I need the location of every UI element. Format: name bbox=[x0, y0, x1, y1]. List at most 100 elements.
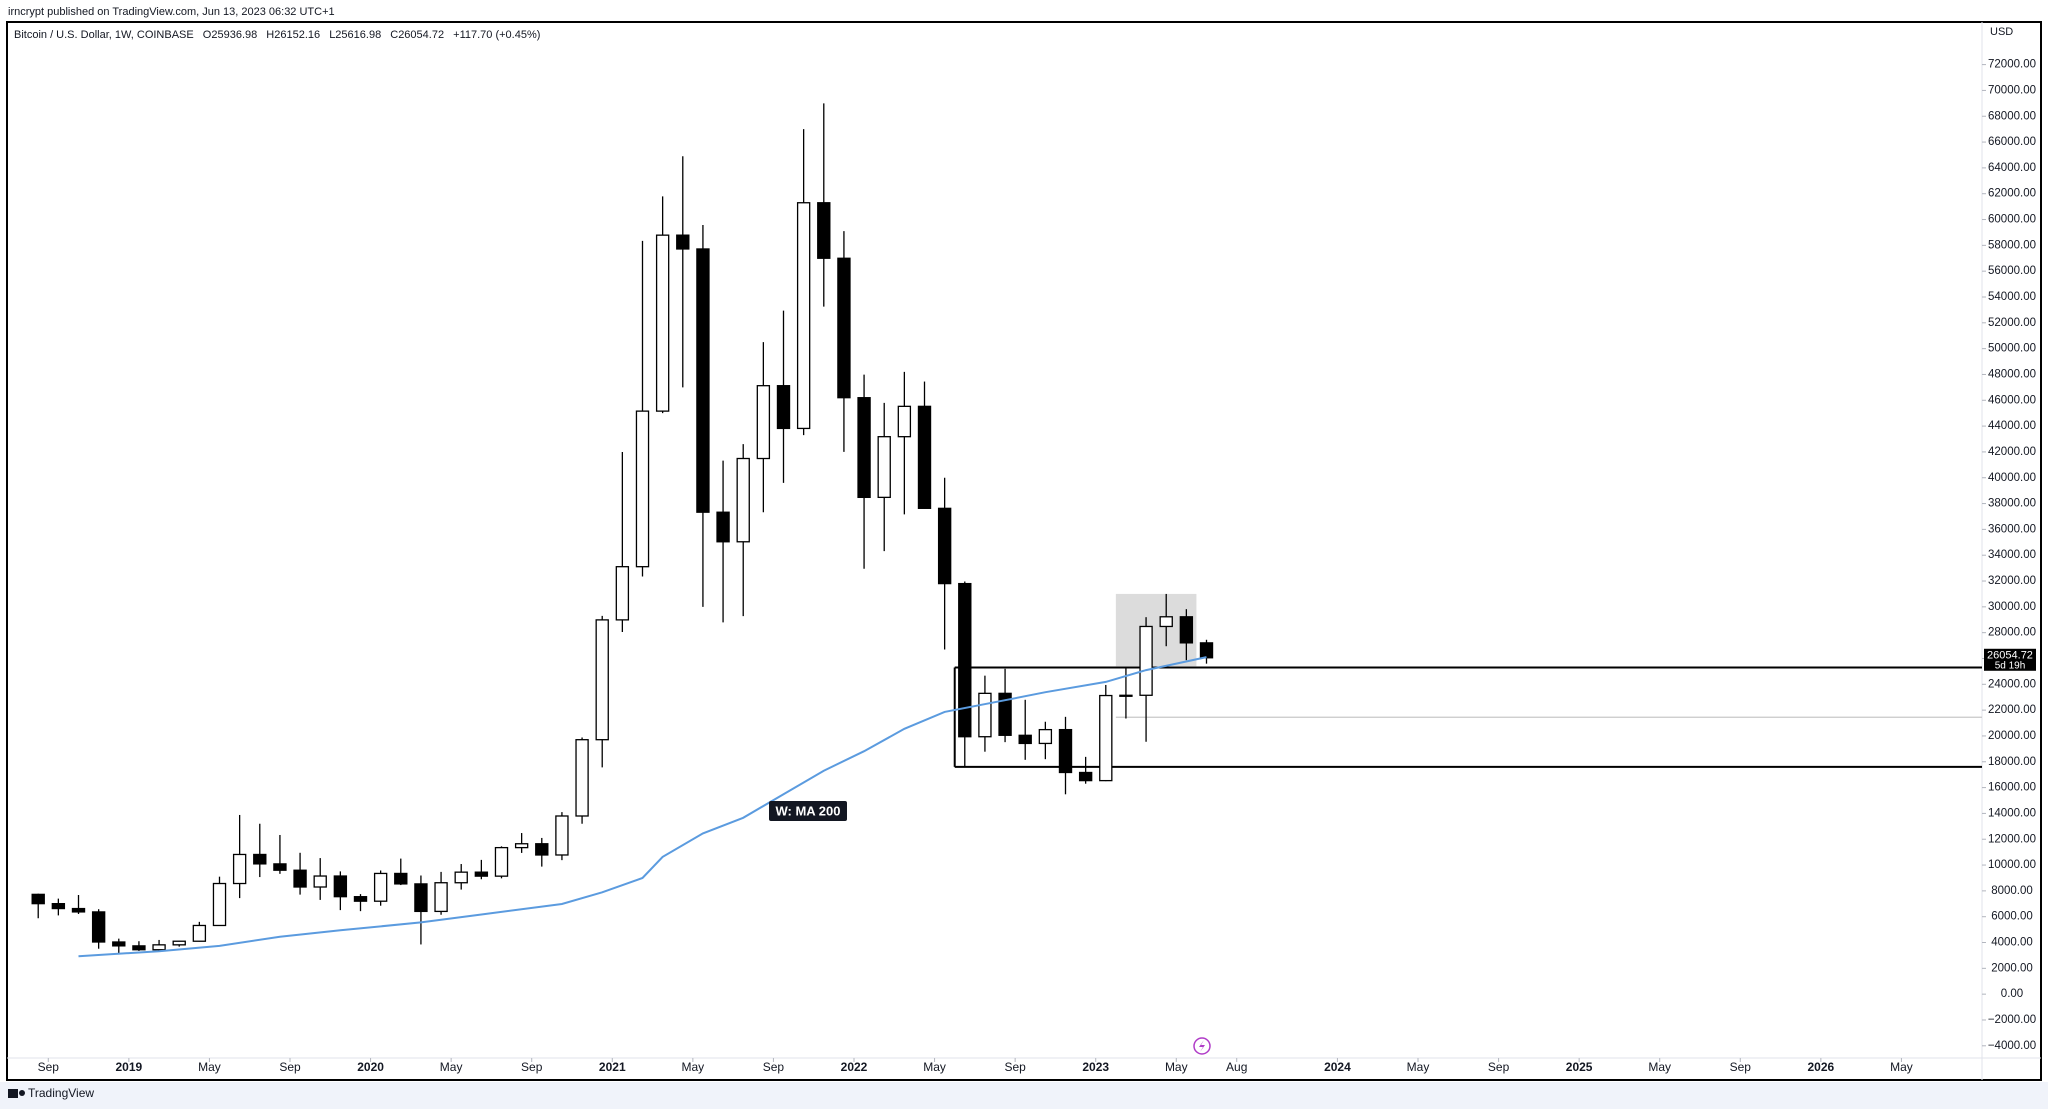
candle-body bbox=[31, 893, 45, 905]
x-tick-label: Aug bbox=[1226, 1060, 1247, 1074]
candle-body bbox=[555, 815, 569, 856]
candle-body bbox=[1139, 625, 1153, 696]
x-tick-label: Sep bbox=[763, 1060, 785, 1074]
symbol: Bitcoin / U.S. Dollar, 1W, COINBASE bbox=[14, 29, 194, 41]
candle-body bbox=[514, 843, 529, 849]
candle-body bbox=[414, 883, 428, 913]
candle-body bbox=[736, 457, 750, 543]
candle-body bbox=[917, 405, 932, 509]
y-tick-label: 0.00 bbox=[2001, 988, 2023, 1000]
x-tick-label: Sep bbox=[1488, 1060, 1510, 1074]
x-tick-label: May bbox=[198, 1060, 221, 1074]
y-tick-label: 6000.00 bbox=[1991, 911, 2033, 923]
x-tick-label: 2021 bbox=[599, 1060, 626, 1074]
candle-body bbox=[575, 739, 589, 817]
y-tick-label: 14000.00 bbox=[1988, 807, 2036, 819]
y-tick-label: 46000.00 bbox=[1988, 394, 2036, 406]
y-tick-label: −2000.00 bbox=[1988, 1014, 2036, 1026]
ma-label-box bbox=[769, 801, 847, 821]
candle-body bbox=[676, 234, 690, 250]
brand: TradingView bbox=[28, 1086, 94, 1100]
footer-bar bbox=[0, 1082, 2048, 1109]
candle-body bbox=[172, 940, 186, 946]
x-tick-label: May bbox=[682, 1060, 705, 1074]
y-tick-label: 72000.00 bbox=[1988, 59, 2036, 71]
candle-body bbox=[434, 882, 448, 913]
last-price: 26054.72 bbox=[1987, 650, 2033, 662]
y-tick-label: 64000.00 bbox=[1988, 162, 2036, 174]
candle-body bbox=[837, 257, 851, 399]
candle-body bbox=[1199, 642, 1214, 659]
y-tick-label: 10000.00 bbox=[1988, 859, 2036, 871]
y-tick-label: 30000.00 bbox=[1988, 601, 2036, 613]
candle-body bbox=[71, 907, 86, 913]
y-tick-label: 8000.00 bbox=[1991, 885, 2033, 897]
x-tick-label: 2026 bbox=[1808, 1060, 1835, 1074]
y-tick-label: 48000.00 bbox=[1988, 368, 2036, 380]
candle-body bbox=[394, 872, 408, 885]
candle-body bbox=[1099, 694, 1113, 782]
x-tick-label: 2019 bbox=[116, 1060, 143, 1074]
x-tick-label: May bbox=[440, 1060, 463, 1074]
candle-body bbox=[454, 871, 468, 884]
y-tick-label: 36000.00 bbox=[1988, 523, 2036, 535]
candle-body bbox=[817, 202, 831, 259]
candle-body bbox=[373, 872, 388, 902]
y-tick-label: 58000.00 bbox=[1988, 239, 2036, 251]
y-tick-label: 32000.00 bbox=[1988, 575, 2036, 587]
y-tick-label: 2000.00 bbox=[1991, 962, 2033, 974]
x-tick-label: Sep bbox=[1730, 1060, 1752, 1074]
candle-body bbox=[273, 863, 287, 871]
candle-body bbox=[353, 896, 368, 902]
candle-body bbox=[253, 853, 267, 865]
candle-body bbox=[192, 924, 207, 942]
candle-body bbox=[958, 582, 972, 738]
candle-body bbox=[716, 511, 730, 543]
y-tick-label: 60000.00 bbox=[1988, 214, 2036, 226]
candle-body bbox=[998, 692, 1012, 736]
x-tick-label: 2025 bbox=[1566, 1060, 1593, 1074]
candle-body bbox=[152, 944, 166, 951]
ohlc: H26152.16 bbox=[266, 29, 320, 41]
candle-body bbox=[877, 436, 891, 499]
candle-body bbox=[1018, 734, 1032, 745]
candle-body bbox=[51, 903, 66, 910]
currency: USD bbox=[1990, 26, 2013, 38]
candle-body bbox=[1159, 616, 1173, 628]
y-tick-label: 12000.00 bbox=[1988, 833, 2036, 845]
candle-body bbox=[635, 410, 650, 568]
candle-body bbox=[333, 875, 348, 898]
x-tick-label: May bbox=[1648, 1060, 1671, 1074]
y-tick-label: 42000.00 bbox=[1988, 446, 2036, 458]
ma-label: W: MA 200 bbox=[775, 803, 840, 818]
x-tick-label: May bbox=[1407, 1060, 1430, 1074]
candle-body bbox=[1058, 728, 1073, 774]
publisher: irncrypt published on TradingView.com, J… bbox=[8, 6, 335, 18]
y-tick-label: 34000.00 bbox=[1988, 549, 2036, 561]
candle-body bbox=[1179, 616, 1194, 644]
x-tick-label: Sep bbox=[38, 1060, 60, 1074]
candle-body bbox=[132, 945, 146, 951]
candle-body bbox=[91, 911, 106, 943]
candle-body bbox=[232, 853, 247, 885]
x-tick-label: May bbox=[1890, 1060, 1913, 1074]
candle-body bbox=[756, 385, 771, 460]
y-tick-label: 16000.00 bbox=[1988, 782, 2036, 794]
x-tick-label: 2024 bbox=[1324, 1060, 1351, 1074]
x-tick-label: Sep bbox=[1004, 1060, 1026, 1074]
candle-body bbox=[655, 234, 670, 412]
lightning-icon bbox=[1193, 1037, 1211, 1055]
y-tick-label: −4000.00 bbox=[1988, 1040, 2036, 1052]
candle-body bbox=[1038, 728, 1053, 745]
y-tick-label: 22000.00 bbox=[1988, 704, 2036, 716]
brand-logo bbox=[8, 1089, 25, 1098]
x-tick-label: 2020 bbox=[357, 1060, 384, 1074]
ohlc: C26054.72 bbox=[390, 29, 444, 41]
symbol-legend: Bitcoin / U.S. Dollar, 1W, COINBASE O259… bbox=[14, 29, 540, 41]
y-tick-label: 20000.00 bbox=[1988, 730, 2036, 742]
y-tick-label: 68000.00 bbox=[1988, 110, 2036, 122]
y-tick-label: 4000.00 bbox=[1991, 937, 2033, 949]
candle-body bbox=[857, 397, 871, 499]
candle-body bbox=[696, 248, 710, 513]
